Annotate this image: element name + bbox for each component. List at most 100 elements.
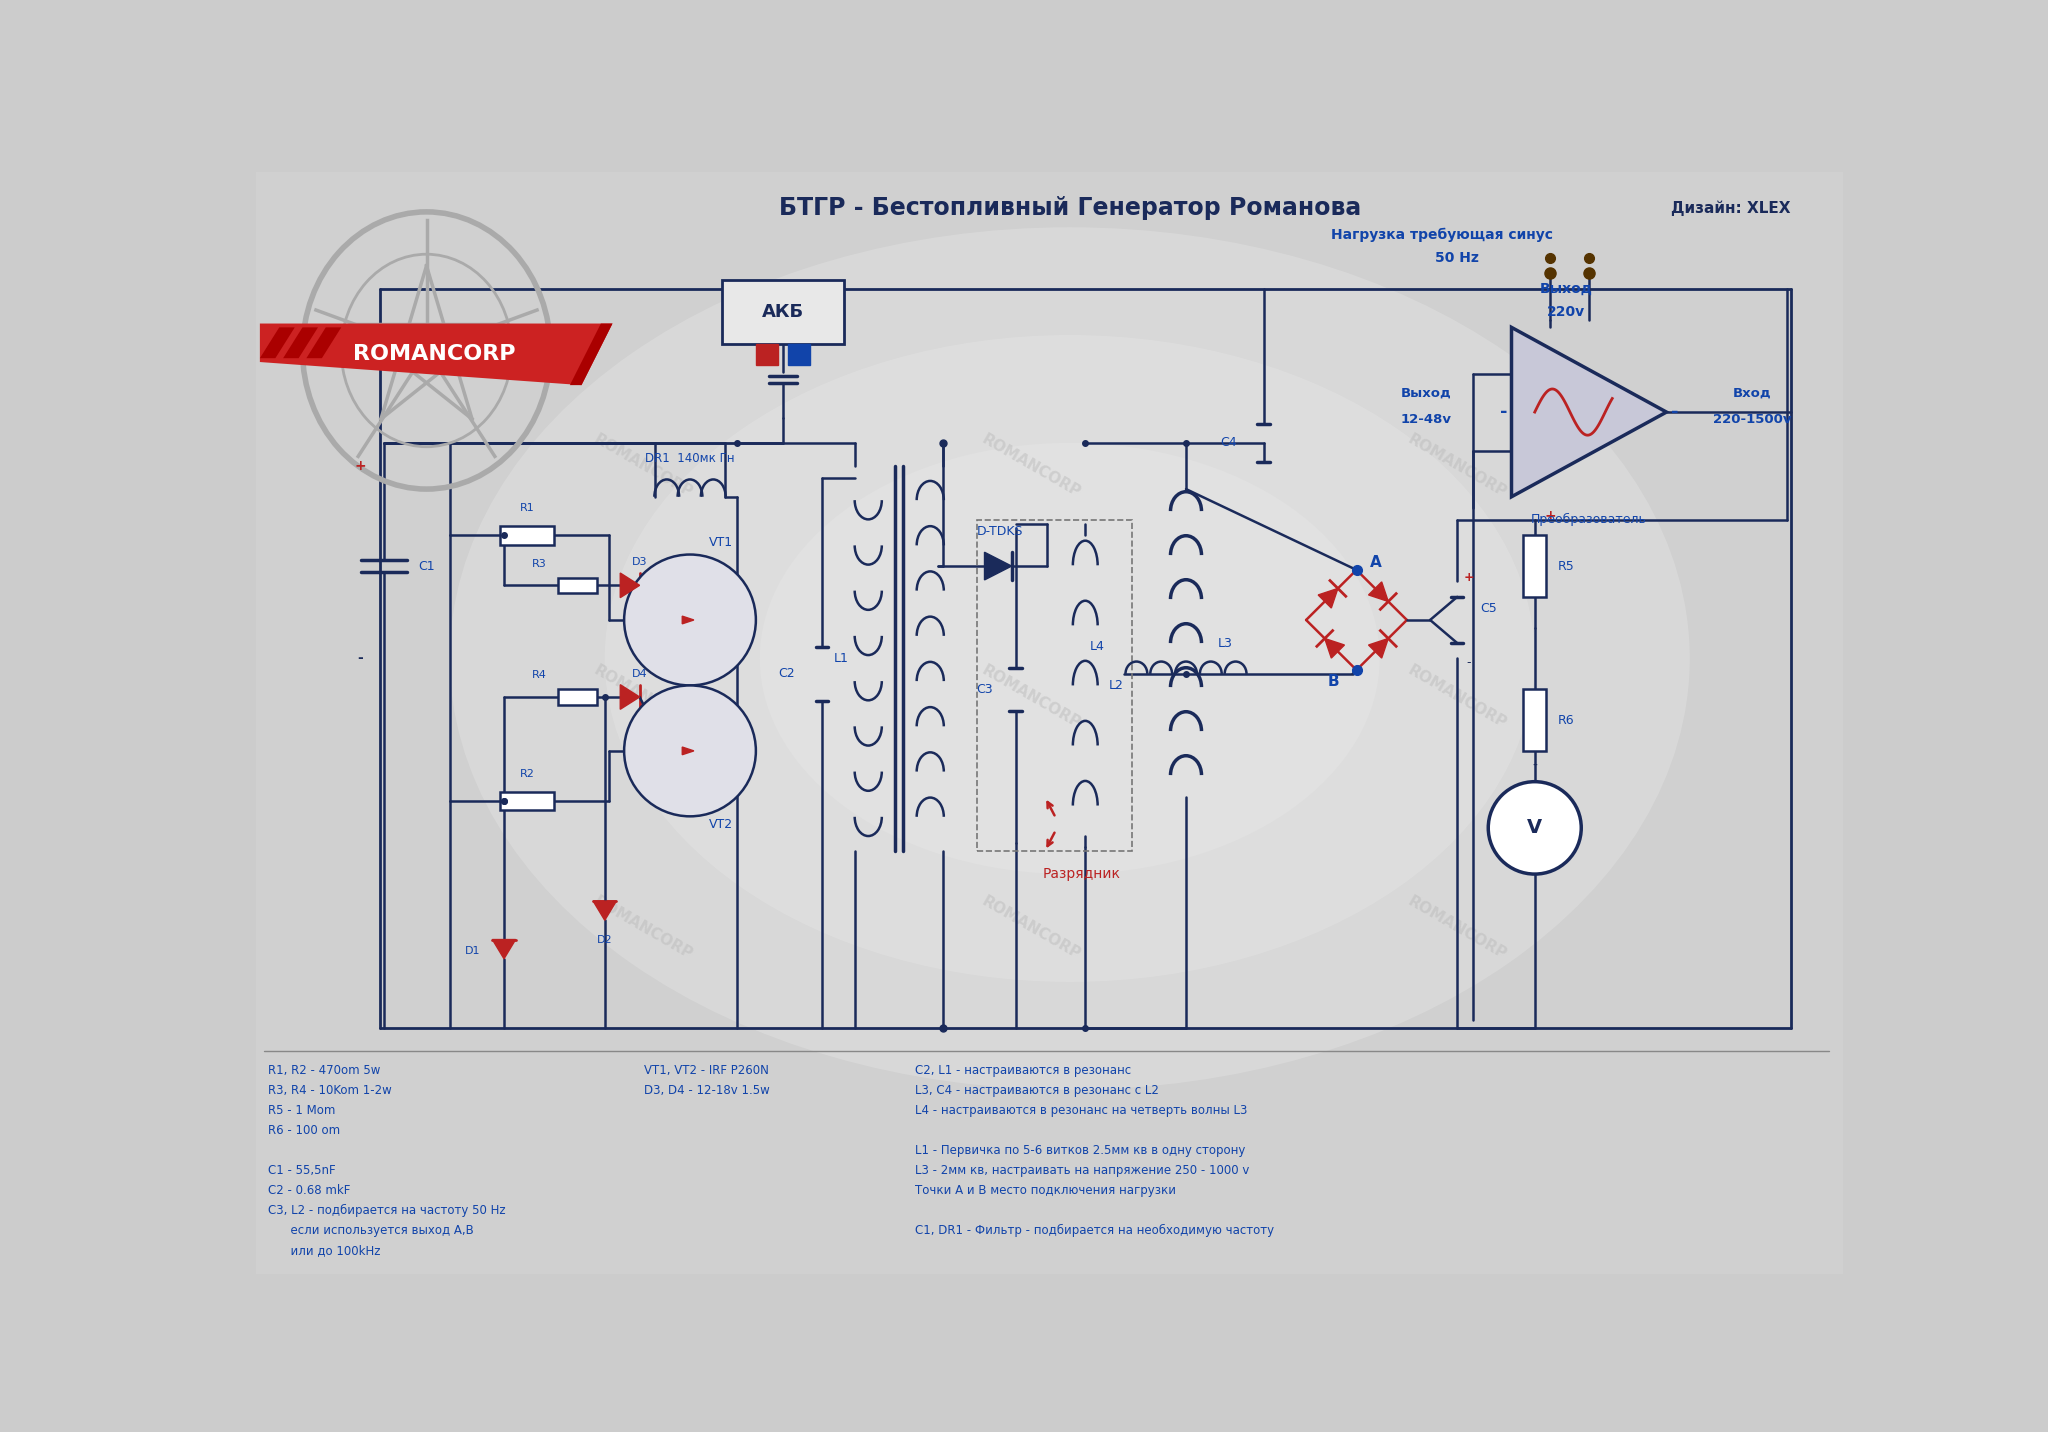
- Polygon shape: [1325, 639, 1343, 659]
- Polygon shape: [985, 553, 1012, 580]
- Text: C2, L1 - настраиваются в резонанс: C2, L1 - настраиваются в резонанс: [915, 1064, 1130, 1077]
- Text: ROMANCORP: ROMANCORP: [979, 431, 1083, 500]
- Text: L4 - настраиваются в резонанс на четверть волны L3: L4 - настраиваются в резонанс на четверт…: [915, 1104, 1247, 1117]
- Text: R1: R1: [520, 503, 535, 513]
- Text: C4: C4: [1221, 437, 1237, 450]
- Text: +: +: [354, 460, 367, 473]
- Text: Точки А и В место подключения нагрузки: Точки А и В место подключения нагрузки: [915, 1184, 1176, 1197]
- Text: B: B: [1327, 674, 1339, 689]
- Text: R6 - 100 om: R6 - 100 om: [268, 1124, 340, 1137]
- Text: -: -: [1499, 402, 1507, 421]
- Text: 220-1500v: 220-1500v: [1712, 414, 1792, 427]
- Text: ROMANCORP: ROMANCORP: [1405, 894, 1509, 962]
- Text: R3: R3: [532, 558, 547, 569]
- Text: R1, R2 - 470om 5w: R1, R2 - 470om 5w: [268, 1064, 381, 1077]
- Polygon shape: [307, 328, 342, 358]
- Text: ROMANCORP: ROMANCORP: [1405, 663, 1509, 732]
- Text: ROMANCORP: ROMANCORP: [979, 894, 1083, 962]
- Text: VT1: VT1: [709, 537, 733, 550]
- Text: если используется выход А,В: если используется выход А,В: [268, 1224, 473, 1237]
- Polygon shape: [260, 324, 612, 385]
- Polygon shape: [682, 748, 694, 755]
- Text: Разрядник: Разрядник: [1042, 868, 1120, 881]
- Text: ROMANCORP: ROMANCORP: [352, 344, 516, 364]
- Bar: [788, 344, 811, 365]
- Bar: [977, 520, 1133, 851]
- Text: D3: D3: [633, 557, 647, 567]
- Bar: [1524, 689, 1546, 750]
- Text: 50 Hz: 50 Hz: [1436, 251, 1479, 265]
- Bar: [756, 344, 778, 365]
- Text: L4: L4: [1090, 640, 1104, 653]
- Text: Дизайн: XLEX: Дизайн: XLEX: [1671, 200, 1790, 216]
- Text: C1 - 55,5nF: C1 - 55,5nF: [268, 1164, 336, 1177]
- Text: 12-48v: 12-48v: [1401, 414, 1452, 427]
- Text: ROMANCORP: ROMANCORP: [592, 431, 696, 500]
- Text: ROMANCORP: ROMANCORP: [592, 894, 696, 962]
- Text: DR1  140мк Гн: DR1 140мк Гн: [645, 451, 735, 465]
- Text: R2: R2: [520, 769, 535, 779]
- FancyBboxPatch shape: [721, 281, 844, 344]
- Text: +: +: [1544, 508, 1556, 523]
- Text: R4: R4: [530, 670, 547, 680]
- Text: -: -: [1466, 656, 1470, 669]
- Text: +: +: [1464, 571, 1475, 584]
- Bar: [559, 577, 598, 593]
- Text: -: -: [1671, 402, 1677, 421]
- Polygon shape: [682, 616, 694, 624]
- Text: L3: L3: [1217, 637, 1233, 650]
- Polygon shape: [283, 328, 317, 358]
- Text: D2: D2: [596, 935, 612, 945]
- Circle shape: [625, 554, 756, 686]
- Text: Выход: Выход: [1401, 387, 1452, 400]
- Text: R5 - 1 Mom: R5 - 1 Mom: [268, 1104, 336, 1117]
- Polygon shape: [569, 324, 612, 385]
- Text: -: -: [358, 652, 362, 666]
- Polygon shape: [1319, 589, 1337, 609]
- Text: L2: L2: [1108, 679, 1124, 692]
- Bar: [500, 792, 555, 811]
- Circle shape: [625, 686, 756, 816]
- Text: L3, C4 - настраиваются в резонанс с L2: L3, C4 - настраиваются в резонанс с L2: [915, 1084, 1159, 1097]
- Text: D3, D4 - 12-18v 1.5w: D3, D4 - 12-18v 1.5w: [643, 1084, 770, 1097]
- Text: A: A: [1370, 554, 1382, 570]
- Text: L1: L1: [834, 652, 848, 664]
- Text: или до 100kHz: или до 100kHz: [268, 1244, 381, 1257]
- Text: D-TDKS: D-TDKS: [977, 526, 1024, 538]
- Text: C2 - 0.68 mkF: C2 - 0.68 mkF: [268, 1184, 350, 1197]
- Text: D4: D4: [633, 669, 647, 679]
- Text: C3: C3: [977, 683, 993, 696]
- Text: R3, R4 - 10Kom 1-2w: R3, R4 - 10Kom 1-2w: [268, 1084, 391, 1097]
- Text: R5: R5: [1556, 560, 1575, 573]
- Polygon shape: [260, 328, 295, 358]
- Text: VT2: VT2: [709, 818, 733, 831]
- Text: C3, L2 - подбирается на частоту 50 Hz: C3, L2 - подбирается на частоту 50 Hz: [268, 1204, 506, 1217]
- Bar: [500, 526, 555, 544]
- Text: ROMANCORP: ROMANCORP: [592, 663, 696, 732]
- Polygon shape: [594, 901, 616, 921]
- Ellipse shape: [760, 442, 1380, 874]
- Text: АКБ: АКБ: [762, 304, 805, 321]
- Text: R6: R6: [1556, 713, 1575, 726]
- Text: D1: D1: [465, 947, 481, 957]
- Text: C2: C2: [778, 667, 795, 680]
- Text: ROMANCORP: ROMANCORP: [979, 663, 1083, 732]
- Polygon shape: [1511, 328, 1667, 497]
- Text: L3 - 2мм кв, настраивать на напряжение 250 - 1000 v: L3 - 2мм кв, настраивать на напряжение 2…: [915, 1164, 1249, 1177]
- Text: L1 - Первичка по 5-6 витков 2.5мм кв в одну сторону: L1 - Первичка по 5-6 витков 2.5мм кв в о…: [915, 1144, 1245, 1157]
- Bar: [1524, 536, 1546, 597]
- Text: C1, DR1 - Фильтр - подбирается на необходимую частоту: C1, DR1 - Фильтр - подбирается на необхо…: [915, 1224, 1274, 1237]
- Text: ROMANCORP: ROMANCORP: [1405, 431, 1509, 500]
- Circle shape: [1489, 782, 1581, 874]
- Text: -: -: [1532, 759, 1538, 773]
- Text: Вход: Вход: [1733, 387, 1772, 400]
- Text: V: V: [1528, 818, 1542, 838]
- Text: C5: C5: [1481, 601, 1497, 614]
- Text: Преобразователь: Преобразователь: [1532, 513, 1647, 527]
- Ellipse shape: [451, 228, 1690, 1090]
- Text: C1: C1: [418, 560, 434, 573]
- Polygon shape: [621, 573, 639, 597]
- Text: VT1, VT2 - IRF P260N: VT1, VT2 - IRF P260N: [643, 1064, 768, 1077]
- Polygon shape: [1368, 639, 1389, 659]
- Polygon shape: [492, 939, 516, 959]
